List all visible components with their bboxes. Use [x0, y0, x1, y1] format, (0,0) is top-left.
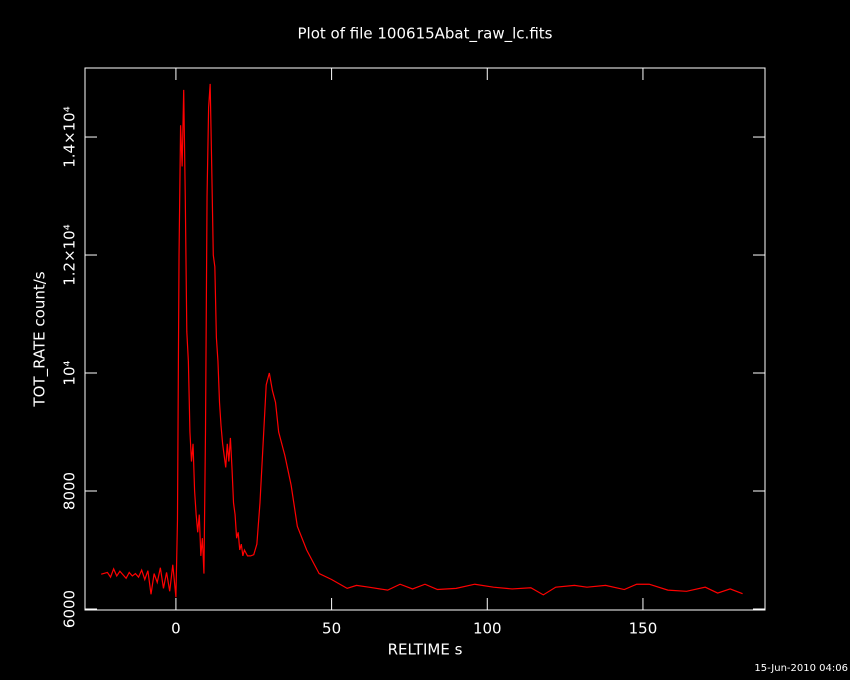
x-tick-label: 100: [473, 620, 502, 638]
y-tick-label: 6000: [61, 590, 79, 628]
plot-frame: [84, 67, 766, 611]
x-tick-label: 50: [322, 620, 341, 638]
x-tick-label: 150: [629, 620, 658, 638]
x-axis-label: RELTIME s: [388, 641, 463, 659]
y-tick-label: 1.4×10⁴: [61, 106, 79, 168]
timestamp: 15-Jun-2010 04:06: [754, 663, 848, 674]
y-tick-label: 8000: [61, 472, 79, 510]
y-axis-label: TOT_RATE count/s: [31, 271, 50, 407]
y-tick-label: 1.2×10⁴: [61, 224, 79, 286]
x-tick-label: 0: [171, 620, 181, 638]
data-line: [101, 83, 743, 598]
chart-title: Plot of file 100615Abat_raw_lc.fits: [298, 25, 553, 44]
y-tick-label: 10⁴: [61, 360, 79, 385]
